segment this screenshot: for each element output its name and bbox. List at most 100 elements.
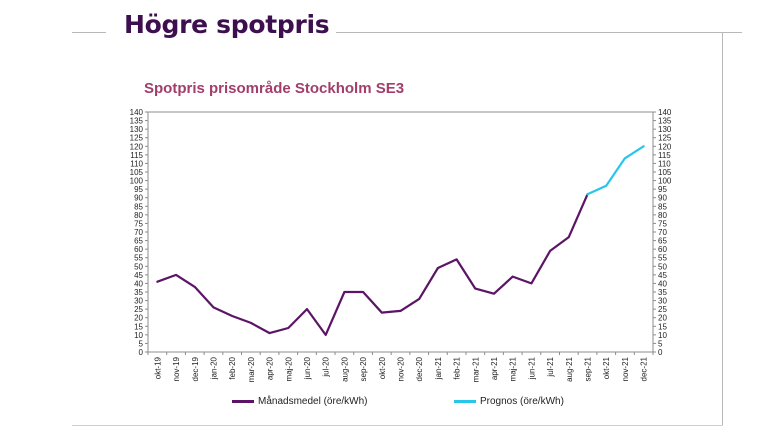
y-tick-label-right: 105	[658, 168, 672, 177]
legend-swatch-monthly-average	[232, 399, 254, 403]
data-point-monthly-average	[268, 332, 271, 335]
data-point-monthly-average	[287, 327, 290, 329]
y-tick-label-right: 25	[658, 305, 667, 314]
y-tick-label-right: 60	[658, 245, 667, 254]
y-tick-label-right: 90	[658, 194, 667, 203]
data-point-monthly-average	[493, 292, 495, 295]
data-point-monthly-average	[324, 333, 327, 336]
x-tick-label: okt-21	[602, 356, 611, 379]
series-line-monthly-average	[156, 193, 589, 336]
data-point-monthly-average	[212, 306, 215, 309]
y-tick-label-left: 140	[130, 108, 144, 117]
x-tick-label: mar-20	[247, 356, 256, 382]
x-tick-label: dec-21	[640, 356, 649, 381]
x-tick-label: jun-21	[527, 356, 536, 380]
y-tick-label-right: 110	[658, 159, 671, 168]
y-tick-label-left: 80	[134, 211, 143, 220]
x-tick-label: jul-21	[546, 356, 555, 377]
y-tick-label-right: 125	[658, 134, 672, 143]
x-tick-label: jan-20	[209, 356, 218, 380]
y-tick-label-right: 40	[658, 279, 667, 288]
x-tick-label: maj-20	[284, 356, 293, 381]
x-tick-label: maj-21	[509, 356, 518, 381]
data-point-monthly-average	[567, 236, 570, 239]
title-rule-right	[336, 32, 742, 33]
y-tick-label-right: 80	[658, 211, 667, 220]
y-tick-label-left: 45	[134, 271, 143, 280]
chart-title: Spotpris prisområde Stockholm SE3	[144, 80, 405, 97]
x-tick-label: okt-20	[378, 356, 387, 379]
y-tick-label-right: 45	[658, 271, 667, 280]
y-tick-label-left: 30	[134, 297, 143, 306]
data-point-monthly-average	[193, 285, 196, 288]
y-tick-label-left: 110	[130, 159, 143, 168]
y-tick-label-right: 140	[658, 108, 672, 117]
x-tick-label: sep-21	[584, 356, 593, 381]
frame-rule-right	[722, 32, 723, 425]
x-tick-label: jul-20	[322, 356, 331, 377]
y-tick-label-right: 10	[658, 331, 667, 340]
y-tick-label-left: 115	[130, 151, 143, 160]
y-tick-label-left: 75	[134, 219, 143, 228]
x-tick-label: mar-21	[471, 356, 480, 382]
y-tick-label-right: 20	[658, 314, 667, 323]
y-tick-label-right: 55	[658, 254, 667, 263]
y-tick-label-right: 75	[658, 219, 667, 228]
y-tick-label-left: 25	[134, 305, 143, 314]
legend-swatch-forecast	[454, 399, 476, 403]
y-tick-label-left: 50	[134, 262, 143, 271]
frame-rule-bottom	[72, 425, 723, 426]
y-tick-label-left: 65	[134, 237, 143, 246]
data-point-monthly-average	[231, 315, 234, 317]
y-tick-label-left: 35	[134, 288, 143, 297]
y-tick-label-right: 100	[658, 177, 672, 186]
y-tick-label-left: 40	[134, 279, 143, 288]
y-tick-label-left: 10	[134, 331, 143, 340]
y-tick-label-right: 15	[658, 322, 667, 331]
data-point-monthly-average	[343, 291, 346, 293]
data-point-monthly-average	[474, 287, 477, 290]
y-tick-label-right: 65	[658, 237, 667, 246]
data-point-monthly-average	[156, 280, 159, 283]
y-tick-label-left: 60	[134, 245, 143, 254]
x-tick-label: feb-20	[228, 356, 237, 379]
y-tick-label-left: 55	[134, 254, 143, 263]
x-tick-label: feb-21	[453, 356, 462, 379]
data-point-monthly-average	[455, 258, 458, 261]
slide-title: Högre spotpris	[124, 10, 330, 39]
x-tick-label: aug-20	[340, 356, 349, 381]
y-tick-label-left: 85	[134, 202, 143, 211]
y-tick-label-left: 125	[130, 134, 144, 143]
y-tick-label-right: 115	[658, 151, 671, 160]
y-tick-label-right: 0	[658, 348, 663, 357]
data-point-monthly-average	[437, 267, 439, 269]
y-tick-label-left: 95	[134, 185, 143, 194]
y-tick-label-left: 5	[139, 339, 144, 348]
x-tick-label: jun-20	[303, 356, 312, 380]
x-tick-label: sep-20	[359, 356, 368, 381]
data-point-monthly-average	[418, 297, 421, 300]
y-tick-label-left: 90	[134, 194, 143, 203]
data-point-forecast	[624, 157, 626, 160]
data-point-monthly-average	[511, 275, 514, 278]
data-point-forecast	[605, 184, 608, 187]
y-tick-label-left: 0	[139, 348, 144, 357]
y-tick-label-right: 135	[658, 117, 672, 126]
x-tick-label: aug-21	[565, 356, 574, 381]
data-point-monthly-average	[362, 291, 364, 293]
data-point-monthly-average	[380, 311, 383, 314]
x-tick-label: jan-21	[434, 356, 443, 380]
data-point-forecast	[642, 145, 645, 148]
x-tick-label: dec-19	[191, 356, 200, 381]
y-tick-label-right: 35	[658, 288, 667, 297]
data-point-monthly-average	[306, 308, 308, 311]
legend-label-monthly-average: Månadsmedel (öre/kWh)	[258, 395, 368, 407]
x-tick-label: apr-20	[266, 356, 275, 380]
y-tick-label-left: 20	[134, 314, 143, 323]
data-point-monthly-average	[249, 321, 252, 324]
x-tick-label: nov-19	[172, 356, 181, 381]
y-tick-label-right: 130	[658, 125, 672, 134]
data-point-monthly-average	[175, 273, 177, 276]
x-tick-label: dec-20	[415, 356, 424, 381]
